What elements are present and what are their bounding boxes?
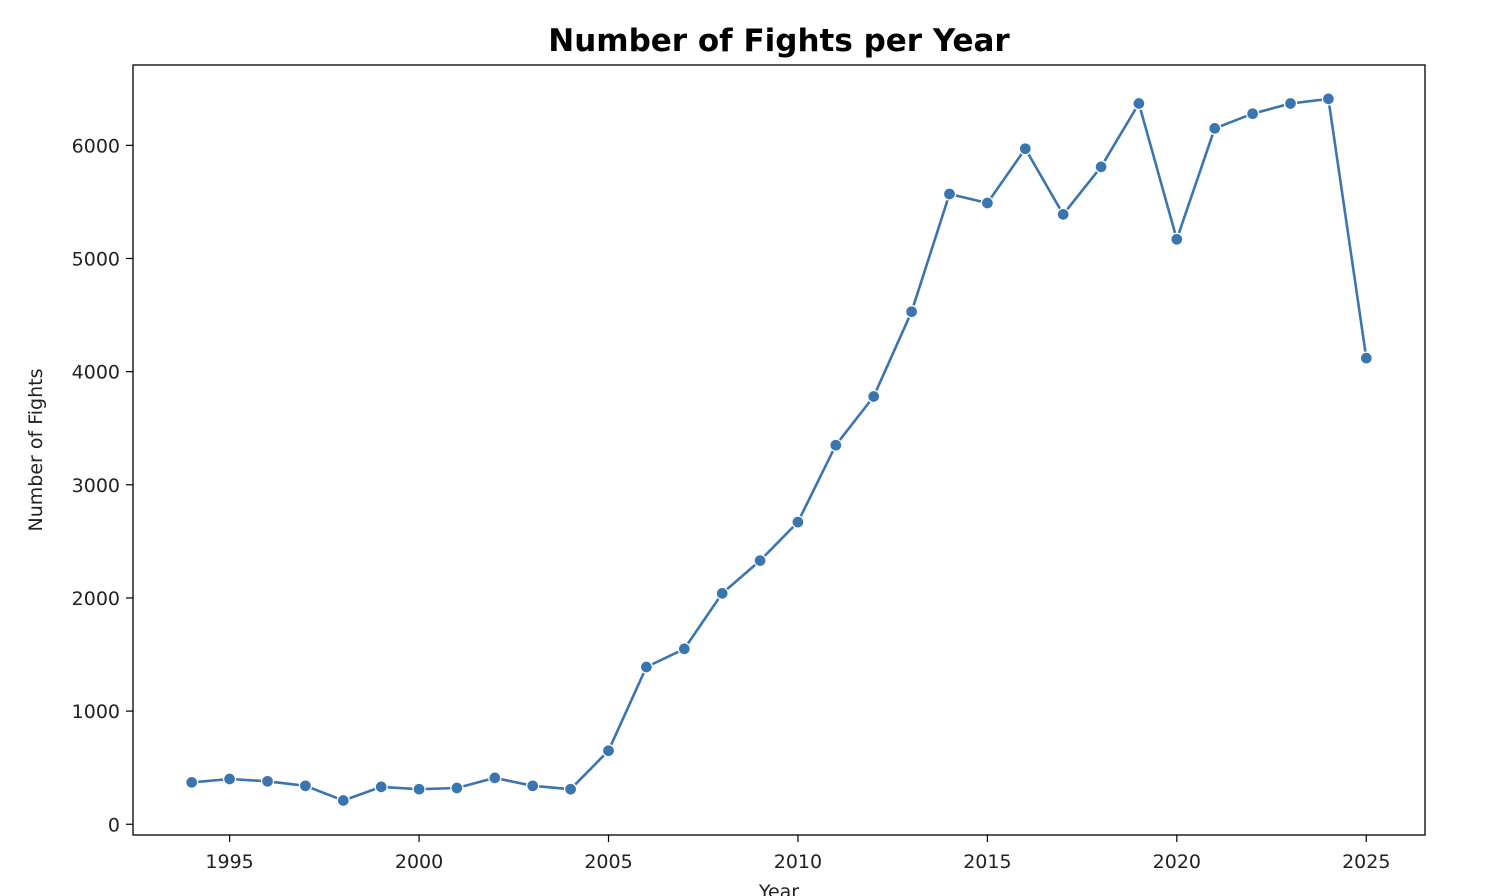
y-tick-label: 5000 <box>72 248 120 270</box>
y-tick-label: 0 <box>108 814 120 836</box>
data-point-2014 <box>942 187 957 201</box>
x-tick-label: 2025 <box>1342 851 1390 873</box>
x-tick-label: 2020 <box>1153 851 1201 873</box>
data-point-2016 <box>1018 142 1032 156</box>
y-tick-label: 6000 <box>72 135 120 157</box>
x-tick-label: 2000 <box>395 851 443 873</box>
data-point-2017 <box>1056 207 1070 222</box>
data-point-2018 <box>1094 160 1108 174</box>
data-point-2005 <box>601 744 616 758</box>
data-point-2019 <box>1132 96 1146 111</box>
y-axis-label-group: Number of Fights <box>25 369 47 532</box>
x-tick-label: 1995 <box>205 851 253 873</box>
x-axis-label: Year <box>758 881 799 896</box>
data-point-2006 <box>639 660 654 674</box>
data-point-2021 <box>1208 121 1222 136</box>
y-tick-label: 1000 <box>72 701 120 723</box>
x-tick-label: 2015 <box>963 851 1011 873</box>
y-axis-label: Number of Fights <box>25 369 47 532</box>
data-point-2011 <box>829 438 843 452</box>
data-point-2000 <box>412 782 426 796</box>
ticks-layer: 1995 2000 2005 2010 2015 2020 2025 0 1000 2000 300… <box>72 135 1391 873</box>
data-point-2023 <box>1283 96 1298 111</box>
x-tick-label: 2010 <box>774 851 822 873</box>
data-point-2004 <box>563 782 578 796</box>
data-point-1995 <box>222 772 237 786</box>
data-point-2010 <box>791 515 805 529</box>
x-tick-label: 2005 <box>584 851 632 873</box>
data-point-2020 <box>1170 232 1184 246</box>
data-point-2022 <box>1245 107 1260 121</box>
series-line <box>190 97 1368 802</box>
data-point-2003 <box>526 779 540 793</box>
data-point-1994 <box>185 775 199 790</box>
data-point-2015 <box>980 196 995 210</box>
data-point-2008 <box>715 586 729 601</box>
data-point-2009 <box>753 553 767 568</box>
data-point-2024 <box>1321 92 1336 106</box>
data-point-1996 <box>260 774 275 788</box>
y-tick-label: 3000 <box>72 475 120 497</box>
y-tick-label: 2000 <box>72 588 120 610</box>
data-point-1998 <box>336 793 350 808</box>
data-point-2025 <box>1359 351 1373 365</box>
data-point-2007 <box>677 642 691 656</box>
data-point-2001 <box>450 781 464 795</box>
data-point-2012 <box>867 389 881 404</box>
data-point-1997 <box>298 779 313 793</box>
data-point-2002 <box>488 771 502 785</box>
data-point-1999 <box>374 780 388 794</box>
plot-area-frame <box>132 64 1426 836</box>
chart-title: Number of Fights per Year <box>548 23 1010 59</box>
series-layer <box>185 92 1373 808</box>
data-point-2013 <box>904 305 919 319</box>
y-tick-label: 4000 <box>72 362 120 384</box>
